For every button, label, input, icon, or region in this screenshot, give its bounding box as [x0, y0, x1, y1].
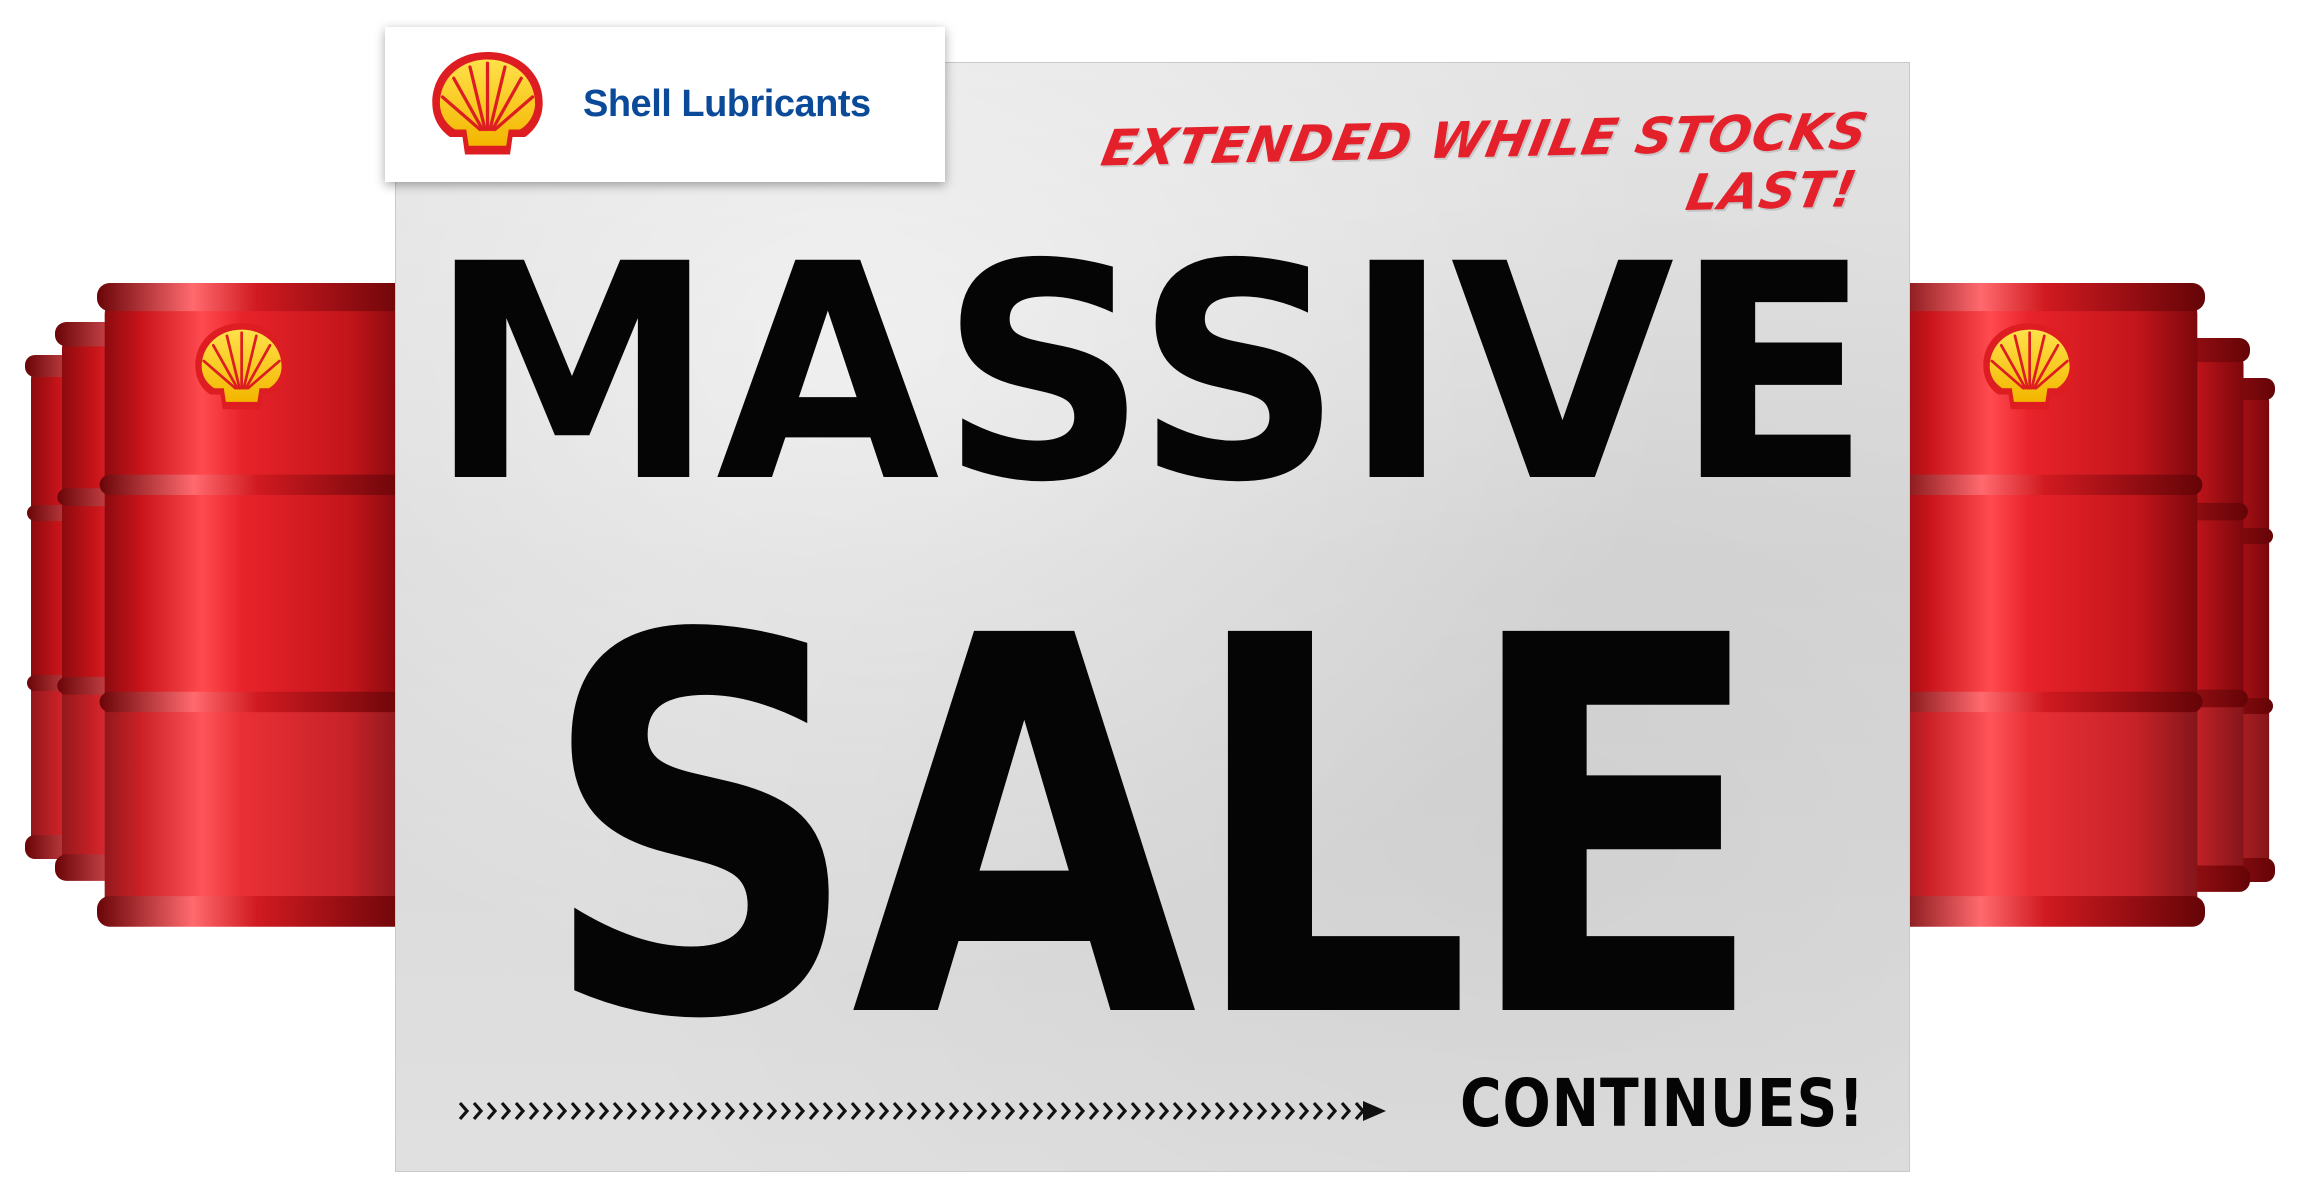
brand-logo-card[interactable]: Shell Lubricants — [385, 27, 945, 182]
headline-continues: CONTINUES! — [1460, 1064, 1865, 1142]
brand-name: Shell Lubricants — [583, 83, 871, 125]
shell-pecten-icon — [425, 47, 550, 162]
headline-sale: SALE — [539, 527, 1767, 1133]
oil-drum-icon — [1885, 283, 2205, 928]
sale-poster — [395, 62, 1910, 1172]
oil-drum-icon — [97, 283, 417, 928]
chevron-arrow-icon — [458, 1097, 1388, 1125]
headline-massive: MASSIVE — [428, 201, 1872, 548]
